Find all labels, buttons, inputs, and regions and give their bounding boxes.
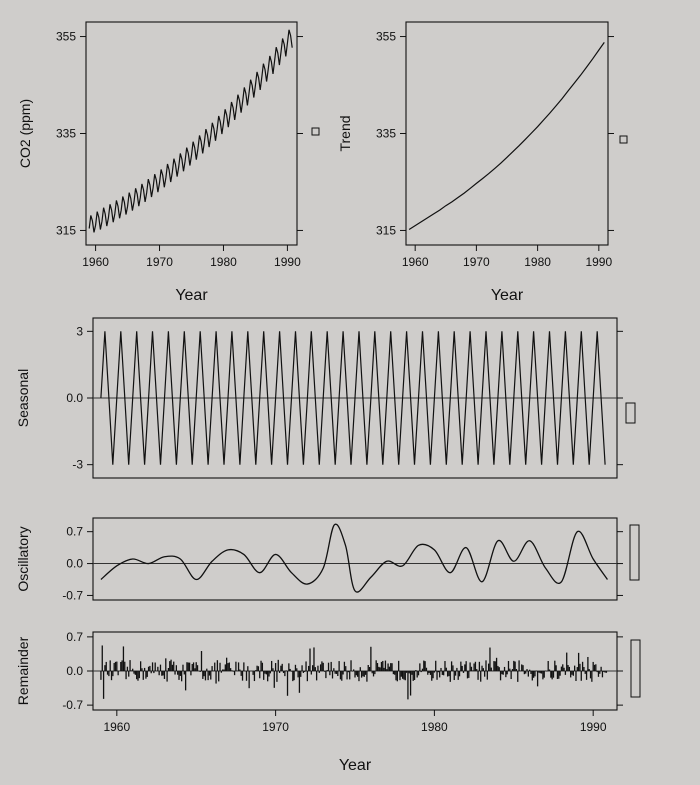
seasonal-ytick-label-2: -3: [72, 458, 83, 472]
co2-scale-box: [311, 127, 320, 136]
co2-ytick-label-1: 335: [56, 127, 76, 141]
co2-xtick-label-3: 1990: [274, 255, 301, 269]
seasonal-ytick-label-0: 3: [76, 324, 83, 338]
trend-xtick-label-3: 1990: [585, 255, 612, 269]
seasonal-panel: 3 0.0 -3 Seasonal: [15, 317, 636, 479]
trend-series-line: [408, 42, 605, 231]
trend-scale-box: [619, 135, 628, 144]
co2-series-line: [88, 29, 293, 233]
seasonal-ylabel: Seasonal: [15, 369, 31, 427]
trend-xlabel: Year: [491, 287, 524, 304]
oscillatory-series-line: [100, 523, 609, 593]
oscillatory-panel: 0.7 0.0 -0.7 Oscillatory: [15, 517, 640, 602]
remainder-ytick-label-1: 0.0: [66, 664, 83, 678]
co2-xlabel: Year: [175, 287, 208, 304]
co2-ylabel: CO2 (ppm): [17, 99, 33, 168]
seasonal-ytick-label-1: 0.0: [66, 391, 83, 405]
co2-panel: 315 335 355 1960 1970 1980 1990 CO2 (ppm) Year: [17, 21, 320, 304]
trend-ytick-label-2: 355: [376, 30, 396, 44]
oscillatory-frame: [92, 517, 618, 601]
seasonal-scale-box: [625, 402, 636, 424]
trend-ytick-label-0: 315: [376, 223, 396, 237]
trend-ytick-label-1: 335: [376, 127, 396, 141]
remainder-xtick-label-2: 1980: [421, 720, 448, 734]
trend-xtick-label-2: 1980: [524, 255, 551, 269]
remainder-panel: 0.7 0.0 -0.7 1960 1970 1980 1990 Remainder Year: [15, 630, 641, 774]
co2-xtick-label-1: 1970: [146, 255, 173, 269]
remainder-scale-box: [630, 639, 641, 698]
remainder-xlabel: Year: [339, 757, 372, 774]
remainder-ytick-label-0: 0.7: [66, 630, 83, 644]
remainder-ytick-label-2: -0.7: [62, 698, 83, 712]
trend-ylabel: Trend: [337, 115, 353, 151]
oscillatory-scale-box: [629, 524, 640, 581]
remainder-xtick-label-3: 1990: [580, 720, 607, 734]
oscillatory-ylabel: Oscillatory: [15, 526, 31, 591]
remainder-xtick-label-0: 1960: [103, 720, 130, 734]
oscillatory-ytick-label-0: 0.7: [66, 525, 83, 539]
trend-xtick-label-1: 1970: [463, 255, 490, 269]
trend-panel: 315 335 355 1960 1970 1980 1990 Trend Year: [337, 21, 628, 304]
co2-ytick-label-2: 355: [56, 30, 76, 44]
co2-xtick-label-0: 1960: [82, 255, 109, 269]
remainder-xtick-label-1: 1970: [262, 720, 289, 734]
co2-ytick-label-0: 315: [56, 223, 76, 237]
oscillatory-ytick-label-2: -0.7: [62, 588, 83, 602]
oscillatory-ytick-label-1: 0.0: [66, 557, 83, 571]
remainder-ylabel: Remainder: [15, 636, 31, 705]
trend-xtick-label-0: 1960: [402, 255, 429, 269]
seasonal-series-line: [100, 331, 606, 465]
co2-xtick-label-2: 1980: [210, 255, 237, 269]
